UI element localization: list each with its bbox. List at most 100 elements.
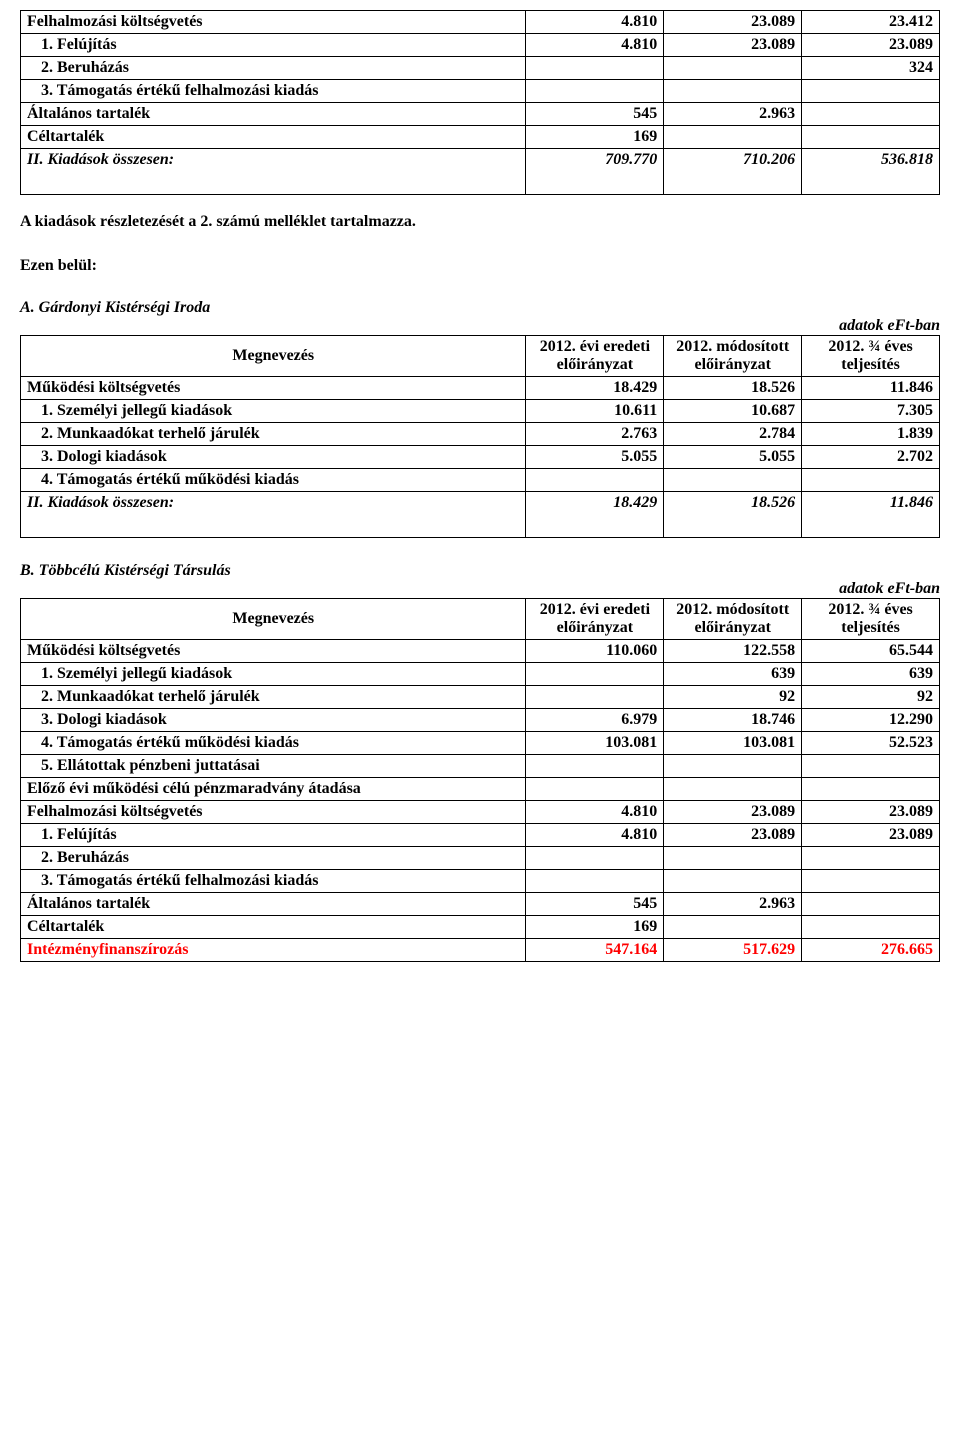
row-value [664,870,802,893]
col-eredeti-b: 2012. évi eredeti előirányzat [526,599,664,640]
table-row: 1. Felújítás4.81023.08923.089 [21,824,940,847]
row-value: 7.305 [802,400,940,423]
col-teljesites: 2012. ¾ éves teljesítés [802,336,940,377]
row-label: Előző évi működési célú pénzmaradvány át… [21,778,526,801]
row-label: 1. Személyi jellegű kiadások [21,663,526,686]
row-label: Céltartalék [21,916,526,939]
row-value: 65.544 [802,640,940,663]
row-value: 122.558 [664,640,802,663]
row-label: 2. Munkaadókat terhelő járulék [21,686,526,709]
row-value [526,57,664,80]
row-value: 4.810 [526,11,664,34]
table-row: II. Kiadások összesen:709.770710.206536.… [21,149,940,195]
table-row: 3. Dologi kiadások5.0555.0552.702 [21,446,940,469]
row-value: 169 [526,916,664,939]
section-b-table: Megnevezés 2012. évi eredeti előirányzat… [20,598,940,962]
row-label: Céltartalék [21,126,526,149]
table-row: 4. Támogatás értékű működési kiadás103.0… [21,732,940,755]
table-row: 1. Felújítás4.81023.08923.089 [21,34,940,57]
row-value: 103.081 [526,732,664,755]
row-label: 2. Beruházás [21,57,526,80]
table-row: 2. Munkaadókat terhelő járulék2.7632.784… [21,423,940,446]
row-value [526,469,664,492]
row-value: 18.429 [526,377,664,400]
row-label: 3. Támogatás értékű felhalmozási kiadás [21,80,526,103]
table-row: Céltartalék169 [21,916,940,939]
row-value [802,778,940,801]
row-label: 4. Támogatás értékű működési kiadás [21,469,526,492]
row-value [526,870,664,893]
row-label: 4. Támogatás értékű működési kiadás [21,732,526,755]
row-value: 23.089 [664,801,802,824]
row-label: Felhalmozási költségvetés [21,801,526,824]
row-value: 639 [664,663,802,686]
row-value [802,80,940,103]
row-value: 545 [526,893,664,916]
row-value: 4.810 [526,824,664,847]
table-row: Általános tartalék5452.963 [21,893,940,916]
table-row: 1. Személyi jellegű kiadások10.61110.687… [21,400,940,423]
row-value: 110.060 [526,640,664,663]
row-value: 23.089 [802,34,940,57]
row-value: 10.687 [664,400,802,423]
col-modositott-b: 2012. módosított előirányzat [664,599,802,640]
row-label: Működési költségvetés [21,640,526,663]
row-value [526,663,664,686]
section-b-adatok: adatok eFt-ban [20,580,940,598]
table-row: Működési költségvetés110.060122.55865.54… [21,640,940,663]
row-label: 3. Dologi kiadások [21,709,526,732]
row-value: 4.810 [526,34,664,57]
section-a-title: A. Gárdonyi Kistérségi Iroda [20,299,940,317]
row-value: 92 [664,686,802,709]
table-row: Felhalmozási költségvetés4.81023.08923.4… [21,11,940,34]
row-value: 276.665 [802,939,940,962]
row-value [802,870,940,893]
table-row: 2. Beruházás [21,847,940,870]
row-value: 2.702 [802,446,940,469]
row-value: 517.629 [664,939,802,962]
row-value: 169 [526,126,664,149]
row-value: 547.164 [526,939,664,962]
row-value: 536.818 [802,149,940,195]
row-value: 2.784 [664,423,802,446]
row-value [664,126,802,149]
paragraph-ezen-belul: Ezen belül: [20,257,940,275]
row-value: 11.846 [802,377,940,400]
row-value [526,847,664,870]
row-value: 23.089 [664,824,802,847]
row-value [802,847,940,870]
row-value [802,126,940,149]
row-value: 545 [526,103,664,126]
row-label: Általános tartalék [21,103,526,126]
row-label: Működési költségvetés [21,377,526,400]
row-value: 18.746 [664,709,802,732]
row-label: 1. Felújítás [21,34,526,57]
row-value [664,916,802,939]
col-eredeti: 2012. évi eredeti előirányzat [526,336,664,377]
row-value: 324 [802,57,940,80]
col-megnevezes-b: Megnevezés [21,599,526,640]
row-value [802,103,940,126]
table-row: 3. Támogatás értékű felhalmozási kiadás [21,80,940,103]
row-value: 12.290 [802,709,940,732]
top-table: Felhalmozási költségvetés4.81023.08923.4… [20,10,940,195]
row-label: 1. Személyi jellegű kiadások [21,400,526,423]
row-value [802,755,940,778]
row-label: 5. Ellátottak pénzbeni juttatásai [21,755,526,778]
paragraph-details: A kiadások részletezését a 2. számú mell… [20,213,940,231]
row-value [802,469,940,492]
row-value: 23.412 [802,11,940,34]
row-value: 2.963 [664,893,802,916]
row-label: Felhalmozási költségvetés [21,11,526,34]
row-value: 11.846 [802,492,940,538]
row-value: 709.770 [526,149,664,195]
row-value [802,916,940,939]
row-value: 1.839 [802,423,940,446]
table-row: II. Kiadások összesen:18.42918.52611.846 [21,492,940,538]
table-row: Intézményfinanszírozás547.164517.629276.… [21,939,940,962]
row-value [664,469,802,492]
row-value: 23.089 [664,11,802,34]
section-a-table: Megnevezés 2012. évi eredeti előirányzat… [20,335,940,538]
row-label: 3. Támogatás értékű felhalmozási kiadás [21,870,526,893]
row-value [664,778,802,801]
